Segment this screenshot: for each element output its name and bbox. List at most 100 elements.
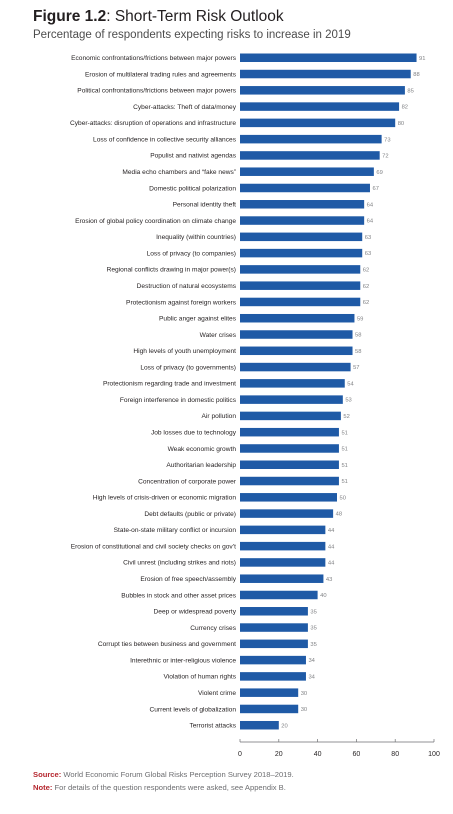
value-label: 54 — [347, 381, 354, 387]
category-label: Weak economic growth — [168, 446, 237, 453]
bar — [240, 541, 326, 551]
category-label: Current levels of globalization — [150, 706, 237, 713]
source-line: Source: World Economic Forum Global Risk… — [33, 768, 294, 781]
value-labels-group: 91 88 85 82 80 73 72 69 67 64 64 63 63 62 62 62 59 58 58 57… — [281, 56, 425, 729]
value-label: 43 — [326, 577, 332, 583]
bar — [240, 655, 306, 665]
bar — [240, 411, 341, 421]
source-label: Source: — [33, 770, 62, 779]
bar — [240, 216, 365, 225]
bar — [240, 525, 326, 535]
value-label: 63 — [365, 235, 371, 241]
bar — [240, 69, 411, 79]
bar — [240, 395, 343, 404]
bars-group — [240, 53, 417, 730]
figure-footer: Source: World Economic Forum Global Risk… — [33, 768, 294, 794]
value-label: 59 — [357, 316, 363, 322]
bar — [240, 313, 355, 323]
x-tick-label: 100 — [428, 751, 440, 758]
value-label: 50 — [340, 495, 346, 501]
category-label: Authoritarian leadership — [166, 462, 236, 469]
bar — [240, 134, 382, 144]
category-labels-group: Economic confrontations/frictions betwee… — [70, 55, 237, 729]
bar — [240, 232, 363, 242]
category-label: Erosion of constitutional and civil soci… — [71, 543, 236, 550]
category-label: Political confrontations/frictions betwe… — [77, 88, 236, 95]
value-label: 72 — [382, 154, 388, 160]
category-label: Protectionism regarding trade and invest… — [103, 381, 236, 388]
bar — [240, 493, 337, 502]
bar — [240, 379, 345, 388]
value-label: 34 — [308, 658, 315, 664]
value-label: 34 — [308, 674, 315, 680]
category-label: Violent crime — [198, 690, 236, 697]
x-axis: 0 20 40 60 80 100 — [238, 739, 440, 758]
value-label: 40 — [320, 593, 326, 599]
figure-header: Figure 1.2: Short-Term Risk Outlook Perc… — [33, 8, 448, 43]
value-label: 44 — [328, 528, 335, 534]
bar — [240, 704, 299, 714]
value-label: 44 — [328, 544, 335, 550]
category-label: Protectionism against foreign workers — [126, 299, 237, 306]
value-label: 80 — [398, 121, 404, 127]
category-label: Interethnic or inter-religious violence — [130, 657, 236, 664]
category-label: Public anger against elites — [159, 316, 237, 323]
figure-number: Figure 1.2 — [33, 8, 107, 25]
bar — [240, 509, 334, 518]
category-label: Regional conflicts drawing in major powe… — [107, 267, 236, 274]
bar — [240, 330, 353, 339]
bar — [240, 427, 339, 437]
value-label: 88 — [413, 72, 419, 78]
category-label: Loss of privacy (to companies) — [147, 250, 236, 257]
category-label: Bubbles in stock and other asset prices — [121, 592, 236, 599]
category-label: Debt defaults (public or private) — [144, 511, 236, 518]
bar — [240, 265, 361, 274]
bar — [240, 118, 396, 128]
category-label: Cyber-attacks: disruption of operations … — [70, 120, 236, 127]
value-label: 58 — [355, 349, 361, 355]
bar — [240, 607, 308, 616]
category-label: Inequality (within countries) — [156, 234, 236, 241]
value-label: 30 — [301, 691, 307, 697]
category-label: High levels of crisis-driven or economic… — [93, 495, 237, 502]
value-label: 51 — [341, 447, 347, 453]
x-tick-label: 20 — [275, 751, 283, 758]
bar — [240, 200, 365, 209]
value-label: 30 — [301, 707, 307, 713]
bar — [240, 688, 299, 697]
category-label: Personal identity theft — [173, 202, 237, 209]
bar — [240, 672, 306, 681]
value-label: 35 — [310, 626, 316, 632]
value-label: 82 — [402, 105, 408, 111]
category-label: Populist and nativist agendas — [150, 153, 236, 160]
value-label: 58 — [355, 333, 361, 339]
bar — [240, 346, 353, 356]
value-label: 63 — [365, 251, 371, 257]
value-label: 62 — [363, 267, 369, 273]
bar — [240, 53, 417, 62]
category-label: High levels of youth unemployment — [133, 348, 236, 355]
category-label: Loss of privacy (to governments) — [140, 364, 236, 371]
figure-subtitle: Percentage of respondents expecting risk… — [33, 29, 351, 41]
value-label: 44 — [328, 561, 335, 567]
bar — [240, 639, 308, 649]
figure-title: Figure 1.2: Short-Term Risk Outlook — [33, 8, 448, 26]
category-label: Media echo chambers and “fake news” — [122, 169, 236, 176]
value-label: 57 — [353, 365, 359, 371]
note-line: Note: For details of the question respon… — [33, 781, 294, 794]
figure-title-text: Short-Term Risk Outlook — [114, 8, 284, 25]
category-label: Destruction of natural ecosystems — [137, 283, 237, 290]
category-label: Erosion of free speech/assembly — [140, 576, 236, 583]
x-tick-label: 80 — [391, 751, 399, 758]
bar — [240, 102, 400, 111]
bar — [240, 297, 361, 307]
category-label: Job losses due to technology — [151, 429, 237, 436]
category-label: Air pollution — [202, 413, 237, 420]
category-label: Erosion of global policy coordination on… — [75, 218, 236, 225]
value-label: 20 — [281, 723, 287, 729]
bar — [240, 574, 324, 583]
value-label: 64 — [367, 219, 374, 225]
category-label: Water crises — [200, 332, 237, 339]
value-label: 91 — [419, 56, 425, 62]
